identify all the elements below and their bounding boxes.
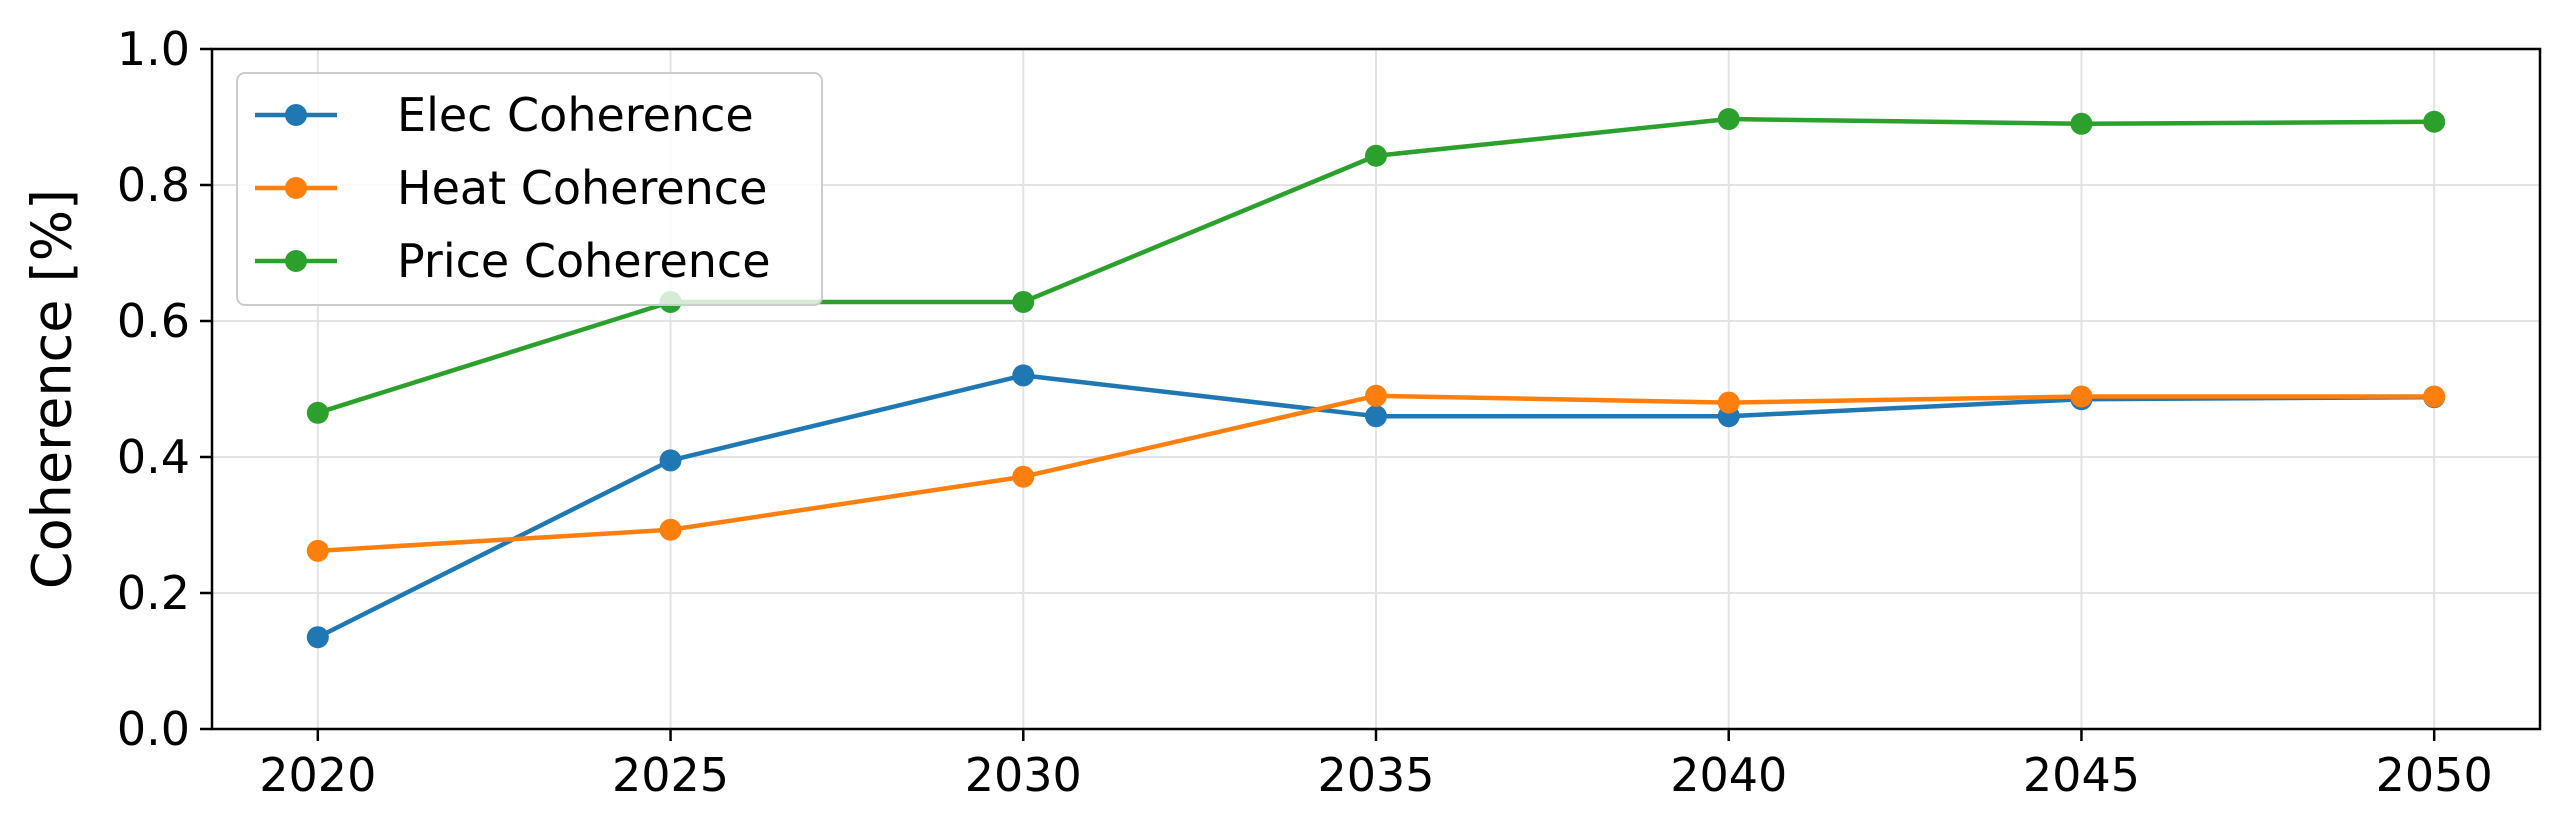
x-tick-label: 2035 bbox=[1317, 748, 1434, 802]
legend: Elec Coherence Heat Coherence Price Cohere… bbox=[236, 72, 823, 306]
legend-label: Heat Coherence bbox=[397, 161, 767, 215]
y-tick-label: 0.8 bbox=[117, 158, 190, 212]
data-point bbox=[659, 449, 682, 472]
y-tick-label: 1.0 bbox=[117, 22, 190, 76]
data-point bbox=[1365, 405, 1387, 428]
x-tick-label: 2045 bbox=[2023, 748, 2140, 802]
legend-marker bbox=[285, 250, 307, 272]
legend-item: Elec Coherence bbox=[255, 88, 754, 142]
data-point bbox=[2070, 385, 2093, 408]
y-tick-label: 0.6 bbox=[117, 294, 190, 348]
y-tick-label: 0.4 bbox=[117, 430, 190, 484]
legend-label: Elec Coherence bbox=[397, 88, 754, 142]
legend-box bbox=[236, 72, 823, 306]
data-point bbox=[2423, 385, 2446, 408]
x-tick-label: 2040 bbox=[1670, 748, 1787, 802]
legend-item: Heat Coherence bbox=[255, 161, 767, 215]
series-1 bbox=[306, 384, 2446, 562]
data-point bbox=[1365, 384, 1387, 407]
data-point bbox=[306, 626, 329, 649]
data-point bbox=[306, 401, 329, 424]
data-point bbox=[1012, 465, 1035, 488]
y-tick-label: 0.0 bbox=[117, 702, 190, 756]
legend-label: Price Coherence bbox=[397, 234, 771, 288]
data-point bbox=[1365, 144, 1387, 167]
data-point bbox=[1012, 290, 1035, 313]
data-point bbox=[659, 518, 682, 541]
x-tick-label: 2020 bbox=[259, 748, 376, 802]
y-tick-label: 0.2 bbox=[117, 566, 190, 620]
data-point bbox=[306, 539, 329, 562]
legend-marker bbox=[285, 104, 307, 126]
data-point bbox=[1012, 364, 1035, 387]
data-point bbox=[2070, 112, 2093, 135]
data-point bbox=[2423, 110, 2446, 133]
data-point bbox=[1717, 108, 1740, 131]
legend-item: Price Coherence bbox=[255, 234, 771, 288]
x-tick-label: 2050 bbox=[2376, 748, 2493, 802]
y-axis-label: Coherence [%] bbox=[21, 189, 84, 589]
legend-marker bbox=[285, 177, 307, 199]
x-tick-label: 2025 bbox=[612, 748, 729, 802]
x-tick-label: 2030 bbox=[965, 748, 1082, 802]
series-layer bbox=[306, 108, 2446, 649]
data-point bbox=[1717, 391, 1740, 414]
ticks: 2020 2025 2030 2035 2040 2045 2050 0.0 0.2 0.4 0.6… bbox=[117, 22, 2493, 802]
